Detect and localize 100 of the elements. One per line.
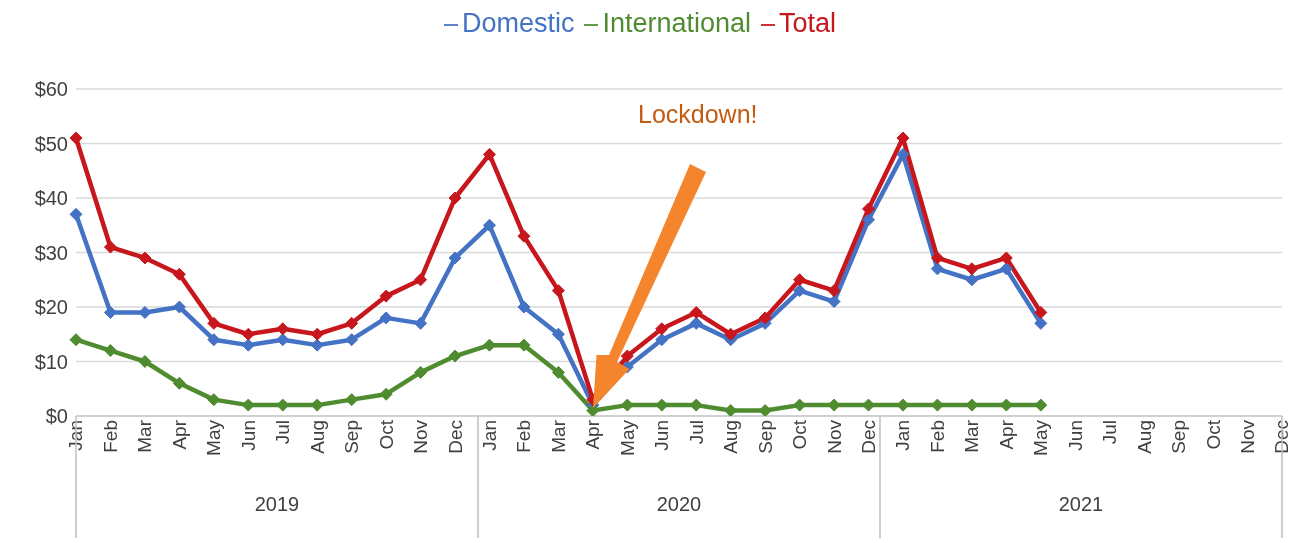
- point: [724, 404, 738, 416]
- point: [655, 333, 669, 347]
- x-tick-label: Apr: [168, 419, 190, 450]
- x-tick-label: Jul: [272, 420, 294, 445]
- point: [862, 202, 876, 216]
- x-tick-label: May: [1030, 419, 1052, 456]
- point: [930, 262, 944, 276]
- text: 2019: [253, 493, 301, 516]
- point: [448, 191, 462, 205]
- x-tick-label: Oct: [375, 419, 397, 450]
- point: [517, 229, 531, 243]
- point: [482, 218, 496, 232]
- point: [172, 267, 186, 281]
- point: [310, 327, 324, 341]
- point: [930, 251, 944, 265]
- x-tick-label: Oct: [789, 419, 811, 450]
- point: [620, 349, 634, 363]
- point: [379, 289, 393, 303]
- point: [999, 251, 1013, 265]
- point: [1034, 398, 1048, 412]
- point: [551, 365, 565, 379]
- point: [69, 131, 83, 145]
- point: [345, 393, 359, 407]
- point: [138, 305, 152, 319]
- point: [517, 300, 531, 314]
- x-tick-label: Feb: [99, 420, 121, 453]
- x-tick-label: Dec: [444, 420, 466, 454]
- x-tick-label: Jun: [651, 420, 673, 451]
- point: [689, 305, 703, 319]
- point: [482, 147, 496, 161]
- point: [345, 316, 359, 330]
- x-tick-label: Jun: [237, 420, 259, 451]
- point: [172, 376, 186, 390]
- x-tick-label: Jun: [1064, 420, 1086, 451]
- x-tick-label: Mar: [134, 419, 156, 453]
- y-tick-label: $20: [34, 296, 68, 319]
- point: [620, 398, 634, 412]
- x-tick-label: Jan: [478, 420, 500, 451]
- y-tick-label: $30: [34, 241, 68, 264]
- point: [448, 349, 462, 363]
- point: [276, 333, 290, 347]
- y-tick-label: $40: [34, 187, 68, 210]
- x-tick-label: Apr: [582, 419, 604, 450]
- point: [448, 251, 462, 265]
- point: [276, 322, 290, 336]
- x-tick-label: Sep: [1168, 420, 1190, 454]
- point: [827, 295, 841, 309]
- point: [69, 207, 83, 221]
- legend-label: International: [602, 8, 752, 38]
- point: [793, 273, 807, 287]
- point: [999, 262, 1013, 276]
- x-tick-label: Sep: [341, 420, 363, 454]
- x-tick-label: Dec: [1271, 420, 1293, 454]
- point: [862, 213, 876, 227]
- point: [827, 398, 841, 412]
- point: [758, 404, 772, 416]
- x-tick-label: May: [616, 419, 638, 456]
- point: [758, 311, 772, 325]
- x-tick-label: Nov: [410, 419, 432, 454]
- x-tick-label: Dec: [858, 420, 879, 454]
- point: [241, 398, 255, 412]
- y-tick-label: $60: [34, 78, 68, 101]
- x-tick-label: Mar: [547, 419, 569, 453]
- point: [103, 305, 117, 319]
- x-tick-label: Mar: [961, 419, 983, 453]
- x-tick-label: Feb: [926, 420, 948, 453]
- point: [724, 327, 738, 341]
- x-tick-label: Jan: [892, 420, 914, 451]
- legend-label: Total: [779, 8, 837, 38]
- legend-label: Domestic: [461, 8, 575, 38]
- point: [345, 333, 359, 347]
- x-tick-label: May: [203, 419, 225, 456]
- point: [1034, 316, 1048, 330]
- x-tick-label: Jan: [65, 420, 87, 451]
- point: [310, 338, 324, 352]
- point: [103, 240, 117, 254]
- point: [207, 393, 221, 407]
- x-tick-label: Sep: [754, 420, 776, 454]
- point: [379, 311, 393, 325]
- point: [965, 273, 979, 287]
- point: [241, 327, 255, 341]
- annotation: Lockdown!: [638, 100, 758, 129]
- x-tick-label: Aug: [720, 420, 742, 454]
- point: [655, 322, 669, 336]
- point: [103, 344, 117, 358]
- x-tick-label: Aug: [1133, 420, 1155, 454]
- point: [586, 404, 600, 416]
- x-tick-label: Feb: [513, 420, 535, 453]
- point: [551, 284, 565, 298]
- point: [896, 147, 910, 161]
- point: [138, 251, 152, 265]
- point: [793, 284, 807, 298]
- point: [689, 316, 703, 330]
- point: [482, 338, 496, 352]
- point: [172, 300, 186, 314]
- y-tick-label: $0: [45, 405, 68, 428]
- y-tick-label: $10: [34, 350, 68, 373]
- y-tick-label: $50: [34, 132, 68, 155]
- point: [1034, 305, 1048, 319]
- point: [896, 398, 910, 412]
